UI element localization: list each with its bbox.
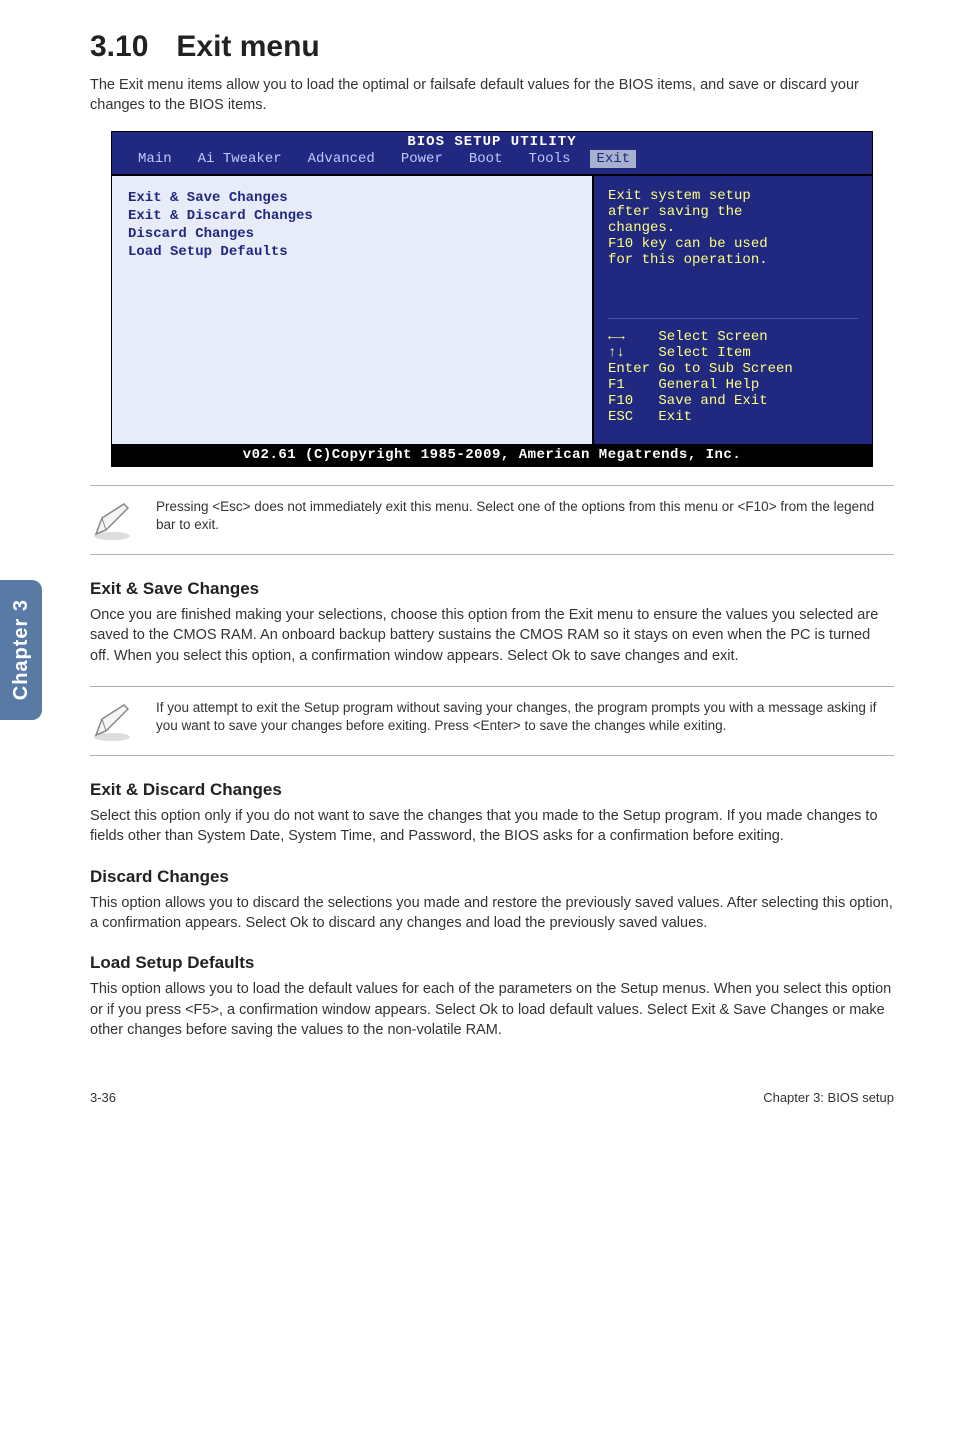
- help-line: changes.: [608, 220, 858, 236]
- bios-legend: ←→ Select Screen ↑↓ Select Item Enter Go…: [608, 329, 858, 425]
- legend-row: ↑↓ Select Item: [608, 345, 858, 361]
- bios-tab-tools[interactable]: Tools: [522, 150, 576, 168]
- page-footer-right: Chapter 3: BIOS setup: [763, 1090, 894, 1105]
- legend-row: ←→ Select Screen: [608, 329, 858, 345]
- chapter-side-tab: Chapter 3: [0, 580, 42, 720]
- help-line: for this operation.: [608, 252, 858, 268]
- bios-tab-advanced[interactable]: Advanced: [302, 150, 381, 168]
- note-box: If you attempt to exit the Setup program…: [90, 686, 894, 756]
- subsection-body: Select this option only if you do not wa…: [90, 806, 894, 847]
- note-box: Pressing <Esc> does not immediately exit…: [90, 485, 894, 555]
- page-number: 3-36: [90, 1090, 116, 1105]
- bios-footer: v02.61 (C)Copyright 1985-2009, American …: [112, 444, 872, 466]
- bios-tab-power[interactable]: Power: [395, 150, 449, 168]
- bios-tabs: Main Ai Tweaker Advanced Power Boot Tool…: [112, 150, 872, 174]
- section-title-text: Exit menu: [176, 30, 319, 63]
- subsection-body: This option allows you to load the defau…: [90, 979, 894, 1040]
- page-footer: 3-36 Chapter 3: BIOS setup: [90, 1090, 894, 1105]
- bios-tab-main[interactable]: Main: [132, 150, 178, 168]
- section-heading: 3.10 Exit menu: [90, 30, 894, 64]
- subsection-heading: Exit & Discard Changes: [90, 780, 894, 800]
- pencil-note-icon: [90, 498, 134, 542]
- legend-row: F10 Save and Exit: [608, 393, 858, 409]
- bios-item[interactable]: Load Setup Defaults: [128, 244, 576, 260]
- bios-title: BIOS SETUP UTILITY: [112, 132, 872, 150]
- pencil-note-icon: [90, 699, 134, 743]
- bios-right-panel: Exit system setup after saving the chang…: [594, 176, 872, 444]
- subsection-body: This option allows you to discard the se…: [90, 893, 894, 934]
- legend-row: F1 General Help: [608, 377, 858, 393]
- legend-row: Enter Go to Sub Screen: [608, 361, 858, 377]
- bios-tab-aitweaker[interactable]: Ai Tweaker: [192, 150, 288, 168]
- bios-left-panel: Exit & Save Changes Exit & Discard Chang…: [112, 176, 594, 444]
- bios-item[interactable]: Discard Changes: [128, 226, 576, 242]
- help-line: Exit system setup: [608, 188, 858, 204]
- bios-help-text: Exit system setup after saving the chang…: [608, 188, 858, 319]
- note-text: If you attempt to exit the Setup program…: [156, 699, 894, 735]
- bios-tab-exit[interactable]: Exit: [590, 150, 636, 168]
- help-line: F10 key can be used: [608, 236, 858, 252]
- legend-row: ESC Exit: [608, 409, 858, 425]
- bios-item[interactable]: Exit & Save Changes: [128, 190, 576, 206]
- subsection-heading: Exit & Save Changes: [90, 579, 894, 599]
- bios-item[interactable]: Exit & Discard Changes: [128, 208, 576, 224]
- help-line: after saving the: [608, 204, 858, 220]
- note-text: Pressing <Esc> does not immediately exit…: [156, 498, 894, 534]
- subsection-heading: Load Setup Defaults: [90, 953, 894, 973]
- section-number: 3.10: [90, 30, 148, 64]
- bios-tab-boot[interactable]: Boot: [463, 150, 509, 168]
- intro-paragraph: The Exit menu items allow you to load th…: [90, 76, 894, 115]
- chapter-side-label: Chapter 3: [10, 599, 33, 700]
- subsection-heading: Discard Changes: [90, 867, 894, 887]
- subsection-body: Once you are finished making your select…: [90, 605, 894, 666]
- bios-screenshot: BIOS SETUP UTILITY Main Ai Tweaker Advan…: [111, 131, 873, 467]
